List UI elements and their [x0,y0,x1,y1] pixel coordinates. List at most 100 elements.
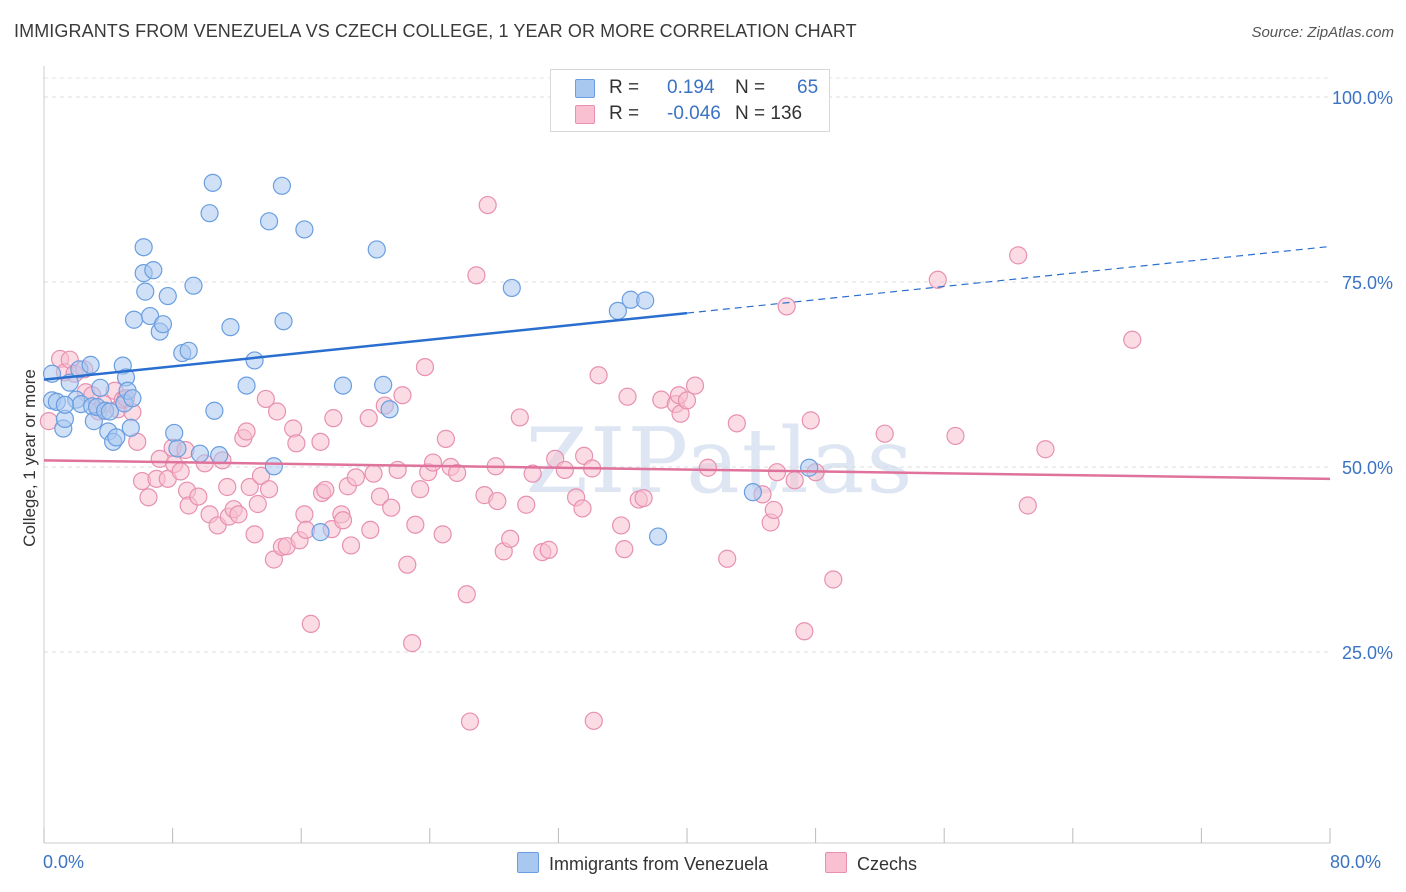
czech-point [364,464,383,483]
czech-point [460,712,480,731]
venezuela-point [274,312,293,331]
czech-point [333,511,353,530]
venezuela-point [295,220,314,239]
czech-point [517,495,536,514]
czech-point [718,549,737,568]
czech-point [501,529,520,548]
venezuela-point [210,446,229,465]
legend-n-label: N = [735,77,766,98]
venezuela-trend-line [43,311,688,381]
venezuela-point [264,457,283,476]
venezuela-point [123,389,142,408]
venezuela-point [91,378,110,397]
czech-point [388,460,407,480]
bottom-legend-swatch-czechs [825,852,847,873]
venezuela-point [203,173,222,192]
czech-point [240,477,259,497]
bottom-legend-swatch-venezuela [517,852,539,873]
czech-point [415,358,435,377]
venezuela-point [636,291,655,310]
czech-point [875,424,894,443]
czech-point [324,409,343,428]
czech-point [229,505,248,524]
czech-point [359,409,378,428]
venezuela-point [55,395,74,414]
czech-point [382,498,401,517]
legend-n-label: N = 136 [735,103,803,124]
czech-point [361,520,380,540]
venezuela-point [107,428,126,447]
czech-point [267,402,287,421]
x-tick-min: 0.0% [43,852,85,872]
venezuela-point [140,306,160,326]
legend-swatch-czechs [575,105,595,124]
czech-point [928,270,947,289]
czech-point [436,429,455,448]
czech-point [698,458,717,477]
x-tick-max: 80.0% [1330,852,1382,872]
venezuela-point [380,400,399,419]
czech-point [555,460,574,480]
venezuela-point [168,439,187,458]
venezuela-point [121,418,140,437]
venezuela-point [374,375,393,394]
czech-point [311,432,330,451]
venezuela-point [165,423,184,443]
venezuela-point [272,176,292,195]
czech-point [393,386,412,405]
legend-n-value: 65 [797,77,819,98]
czech-point [251,466,271,485]
czech-point [403,634,422,653]
czech-point [727,414,746,433]
czech-point [248,494,267,514]
czech-point [433,525,452,544]
y-tick-label: 25.0% [1342,643,1393,663]
czech-point [478,195,497,215]
czech-point [1123,330,1142,349]
bottom-legend-venezuela[interactable]: Immigrants from Venezuela [517,852,768,875]
czech-point [615,540,634,559]
czech-point [284,419,303,438]
venezuela-point [800,458,819,477]
legend-swatch-venezuela [575,79,595,98]
czech-point [301,614,320,633]
venezuela-point [200,204,219,223]
y-tick-label: 50.0% [1342,458,1393,478]
chart-title: IMMIGRANTS FROM VENEZUELA VS CZECH COLLE… [14,21,857,41]
venezuela-point [502,278,521,298]
y-tick-label: 100.0% [1332,88,1393,108]
czech-point [584,711,603,730]
venezuela-point [158,286,177,306]
czech-trend-line [43,459,1331,481]
czech-point [245,525,264,544]
venezuela-trend-extension [686,245,1331,314]
czech-point [398,555,417,574]
czech-point [189,487,208,506]
czech-point [237,422,256,441]
czech-point [677,391,697,410]
venezuela-point [259,212,279,231]
bottom-legend-czechs[interactable]: Czechs [825,852,917,875]
czech-point [573,499,592,518]
czech-point [589,366,608,385]
venezuela-point [100,402,120,421]
czech-point [259,480,279,499]
venezuela-point [179,341,198,360]
czech-point [411,480,430,499]
correlation-legend: R = 0.194 N = 65 R = -0.046 N = 136 [550,69,830,132]
czech-point [457,585,476,604]
czech-point [539,540,558,559]
venezuela-point [136,282,155,301]
czech-point [764,500,783,520]
venezuela-point [648,527,668,546]
czech-point [346,468,365,487]
czech-point [611,516,631,535]
czech-point [287,434,306,453]
venezuela-point [124,310,144,329]
czech-point [795,622,814,641]
czech-point [171,462,190,481]
czech-point [523,464,542,483]
czech-point [824,570,843,589]
czech-point [785,471,804,490]
